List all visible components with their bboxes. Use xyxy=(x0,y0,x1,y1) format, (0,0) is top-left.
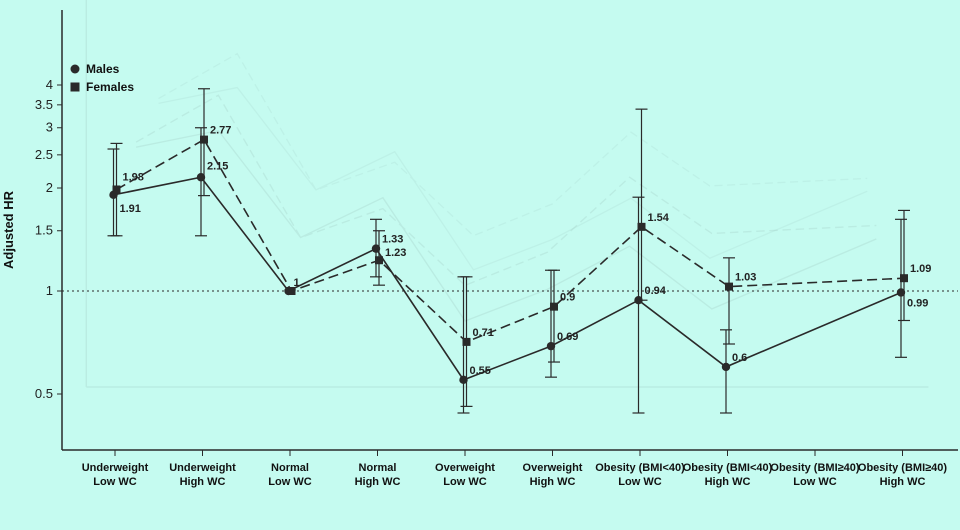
x-category-label-line1: Normal xyxy=(271,462,309,474)
x-category-label-line2: Low WC xyxy=(618,476,661,488)
x-category-label-line2: High WC xyxy=(530,476,576,488)
data-point xyxy=(200,135,208,144)
legend-marker-males xyxy=(70,64,80,74)
data-point xyxy=(459,375,468,385)
data-label: 0.94 xyxy=(645,285,667,297)
data-point xyxy=(287,287,296,295)
ghost-series-line xyxy=(135,129,877,322)
y-tick-label: 3 xyxy=(46,120,53,135)
data-point xyxy=(637,222,646,231)
ghost-series-line xyxy=(158,86,868,271)
data-point xyxy=(721,362,731,372)
data-label: 2.77 xyxy=(210,125,231,137)
x-category-label-line1: Overweight xyxy=(523,462,583,474)
ghost-series-line xyxy=(158,52,868,237)
ghost-layer-2 xyxy=(158,52,868,271)
x-category-label-line2: Low WC xyxy=(268,476,311,488)
data-label: 1.03 xyxy=(735,272,756,284)
data-point xyxy=(375,256,383,265)
data-point xyxy=(371,244,381,253)
y-tick-label: 3.5 xyxy=(35,97,53,112)
data-label: 1.33 xyxy=(382,234,403,246)
legend-label-females: Females xyxy=(86,80,134,94)
data-point xyxy=(462,337,471,346)
x-category-label-line1: Obesity (BMI<40) xyxy=(683,462,773,474)
x-category-label-line1: Underweight xyxy=(169,462,236,474)
y-tick-label: 4 xyxy=(46,77,53,92)
legend-marker-females xyxy=(70,82,80,92)
x-category-label-line1: Obesity (BMI≥40) xyxy=(770,462,860,474)
data-point xyxy=(196,173,206,182)
y-tick-label: 0.5 xyxy=(35,386,53,401)
x-category-label-line1: Obesity (BMI≥40) xyxy=(858,462,948,474)
x-category-label-line2: High WC xyxy=(355,476,401,488)
data-point xyxy=(725,282,733,291)
series-males: 1.91 2.15 1 1.33 0.55 0.69 0.94 0.6 0.99 xyxy=(107,127,928,414)
data-label: 0.6 xyxy=(732,352,747,364)
data-label: 1.91 xyxy=(120,203,141,215)
x-category-label-line2: High WC xyxy=(180,476,226,488)
x-category-label-line2: High WC xyxy=(880,476,926,488)
x-category-label-line1: Underweight xyxy=(82,462,149,474)
ghost-layer xyxy=(85,0,929,388)
x-category-label-line1: Normal xyxy=(359,462,397,474)
x-category-label-line2: High WC xyxy=(705,476,751,488)
ghost-series-line xyxy=(135,94,877,287)
data-point xyxy=(546,341,556,351)
legend: Males Females xyxy=(70,62,134,94)
data-label: 0.69 xyxy=(557,331,578,343)
x-category-label-line2: Low WC xyxy=(443,476,486,488)
y-tick-label: 2.5 xyxy=(35,147,53,162)
data-point xyxy=(896,288,906,297)
data-label: 1.98 xyxy=(123,171,144,183)
data-label: 0.71 xyxy=(473,327,494,339)
y-tick-label: 1.5 xyxy=(35,223,53,238)
x-category-label-line1: Overweight xyxy=(435,462,495,474)
x-category-label-line2: Low WC xyxy=(793,476,836,488)
series-line xyxy=(116,138,905,343)
data-label: 1.54 xyxy=(648,212,670,224)
series-females: 1.98 2.77 1.23 0.71 0.9 1.54 1.03 1.09 xyxy=(110,88,931,407)
data-label: 0.9 xyxy=(560,292,575,304)
data-label: 1.23 xyxy=(385,247,406,259)
data-label: 1 xyxy=(294,277,300,289)
data-point xyxy=(550,302,558,311)
data-point xyxy=(900,274,908,283)
y-axis-title: Adjusted HR xyxy=(1,190,16,269)
data-point xyxy=(112,185,121,194)
legend-label-males: Males xyxy=(86,62,120,76)
y-tick-label: 1 xyxy=(46,283,53,298)
x-category-label-line2: Low WC xyxy=(93,476,136,488)
data-label: 2.15 xyxy=(207,160,228,172)
y-tick-label: 2 xyxy=(46,180,53,195)
data-label: 0.99 xyxy=(907,297,928,309)
x-category-label-line1: Obesity (BMI<40) xyxy=(595,462,685,474)
data-label: 0.55 xyxy=(470,365,491,377)
data-label: 1.09 xyxy=(910,263,931,275)
